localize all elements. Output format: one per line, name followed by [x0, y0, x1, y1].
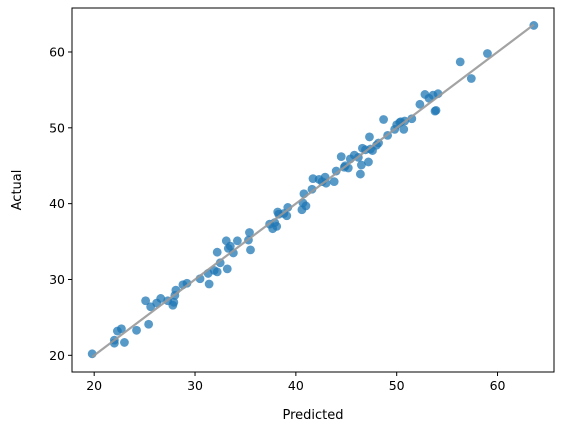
y-tick-label: 20	[49, 348, 65, 363]
scatter-point	[466, 74, 476, 83]
scatter-point	[117, 324, 126, 334]
axis-ticks: 20 30 40 50 60 20 30 40 50 60	[49, 44, 505, 393]
scatter-point	[407, 114, 417, 124]
scatter-point	[336, 152, 346, 162]
scatter-point	[355, 169, 365, 179]
y-tick-label: 50	[49, 120, 65, 135]
scatter-point	[144, 319, 154, 329]
scatter-point	[307, 184, 317, 194]
y-tick-label: 30	[49, 272, 65, 287]
scatter-point	[204, 279, 214, 289]
scatter-point	[222, 264, 232, 274]
x-tick-label: 20	[86, 378, 102, 393]
scatter-point	[282, 211, 292, 221]
x-tick-label: 60	[490, 378, 506, 393]
scatter-point	[182, 278, 192, 288]
scatter-point	[365, 132, 374, 142]
scatter-point	[212, 247, 222, 257]
scatter-point	[321, 178, 331, 188]
x-tick-label: 30	[187, 378, 203, 393]
scatter-point	[169, 297, 179, 307]
scatter-point	[399, 124, 409, 134]
x-axis-label: Predicted	[282, 408, 343, 423]
scatter-point	[431, 105, 441, 115]
scatter-point	[379, 115, 388, 124]
scatter-point	[245, 228, 254, 237]
scatter-point	[283, 203, 293, 212]
scatter-point	[132, 325, 141, 335]
x-tick-label: 40	[288, 378, 304, 393]
y-tick-label: 60	[49, 44, 65, 59]
scatter-point	[331, 166, 341, 176]
scatter-point	[228, 248, 238, 258]
y-tick-label: 40	[49, 196, 65, 211]
scatter-point	[215, 258, 225, 268]
scatter-point	[415, 99, 425, 109]
scatter-point	[212, 267, 222, 277]
scatter-point	[483, 49, 492, 58]
scatter-point	[232, 236, 242, 246]
x-tick-label: 50	[389, 378, 405, 393]
axes-frame	[71, 7, 555, 373]
scatter-point	[301, 201, 311, 211]
scatter-point	[120, 338, 129, 347]
scatter-point	[357, 160, 366, 170]
scatter-point	[156, 294, 166, 303]
scatter-point	[225, 241, 235, 251]
scatter-point	[141, 296, 151, 306]
scatter-point	[272, 222, 282, 231]
reference-line	[91, 23, 535, 358]
scatter-point	[364, 157, 373, 167]
scatter-point	[329, 177, 339, 187]
scatter-point	[455, 57, 465, 67]
plot-area	[87, 21, 539, 359]
scatter-point	[246, 245, 255, 255]
y-axis-label: Actual	[10, 170, 25, 211]
